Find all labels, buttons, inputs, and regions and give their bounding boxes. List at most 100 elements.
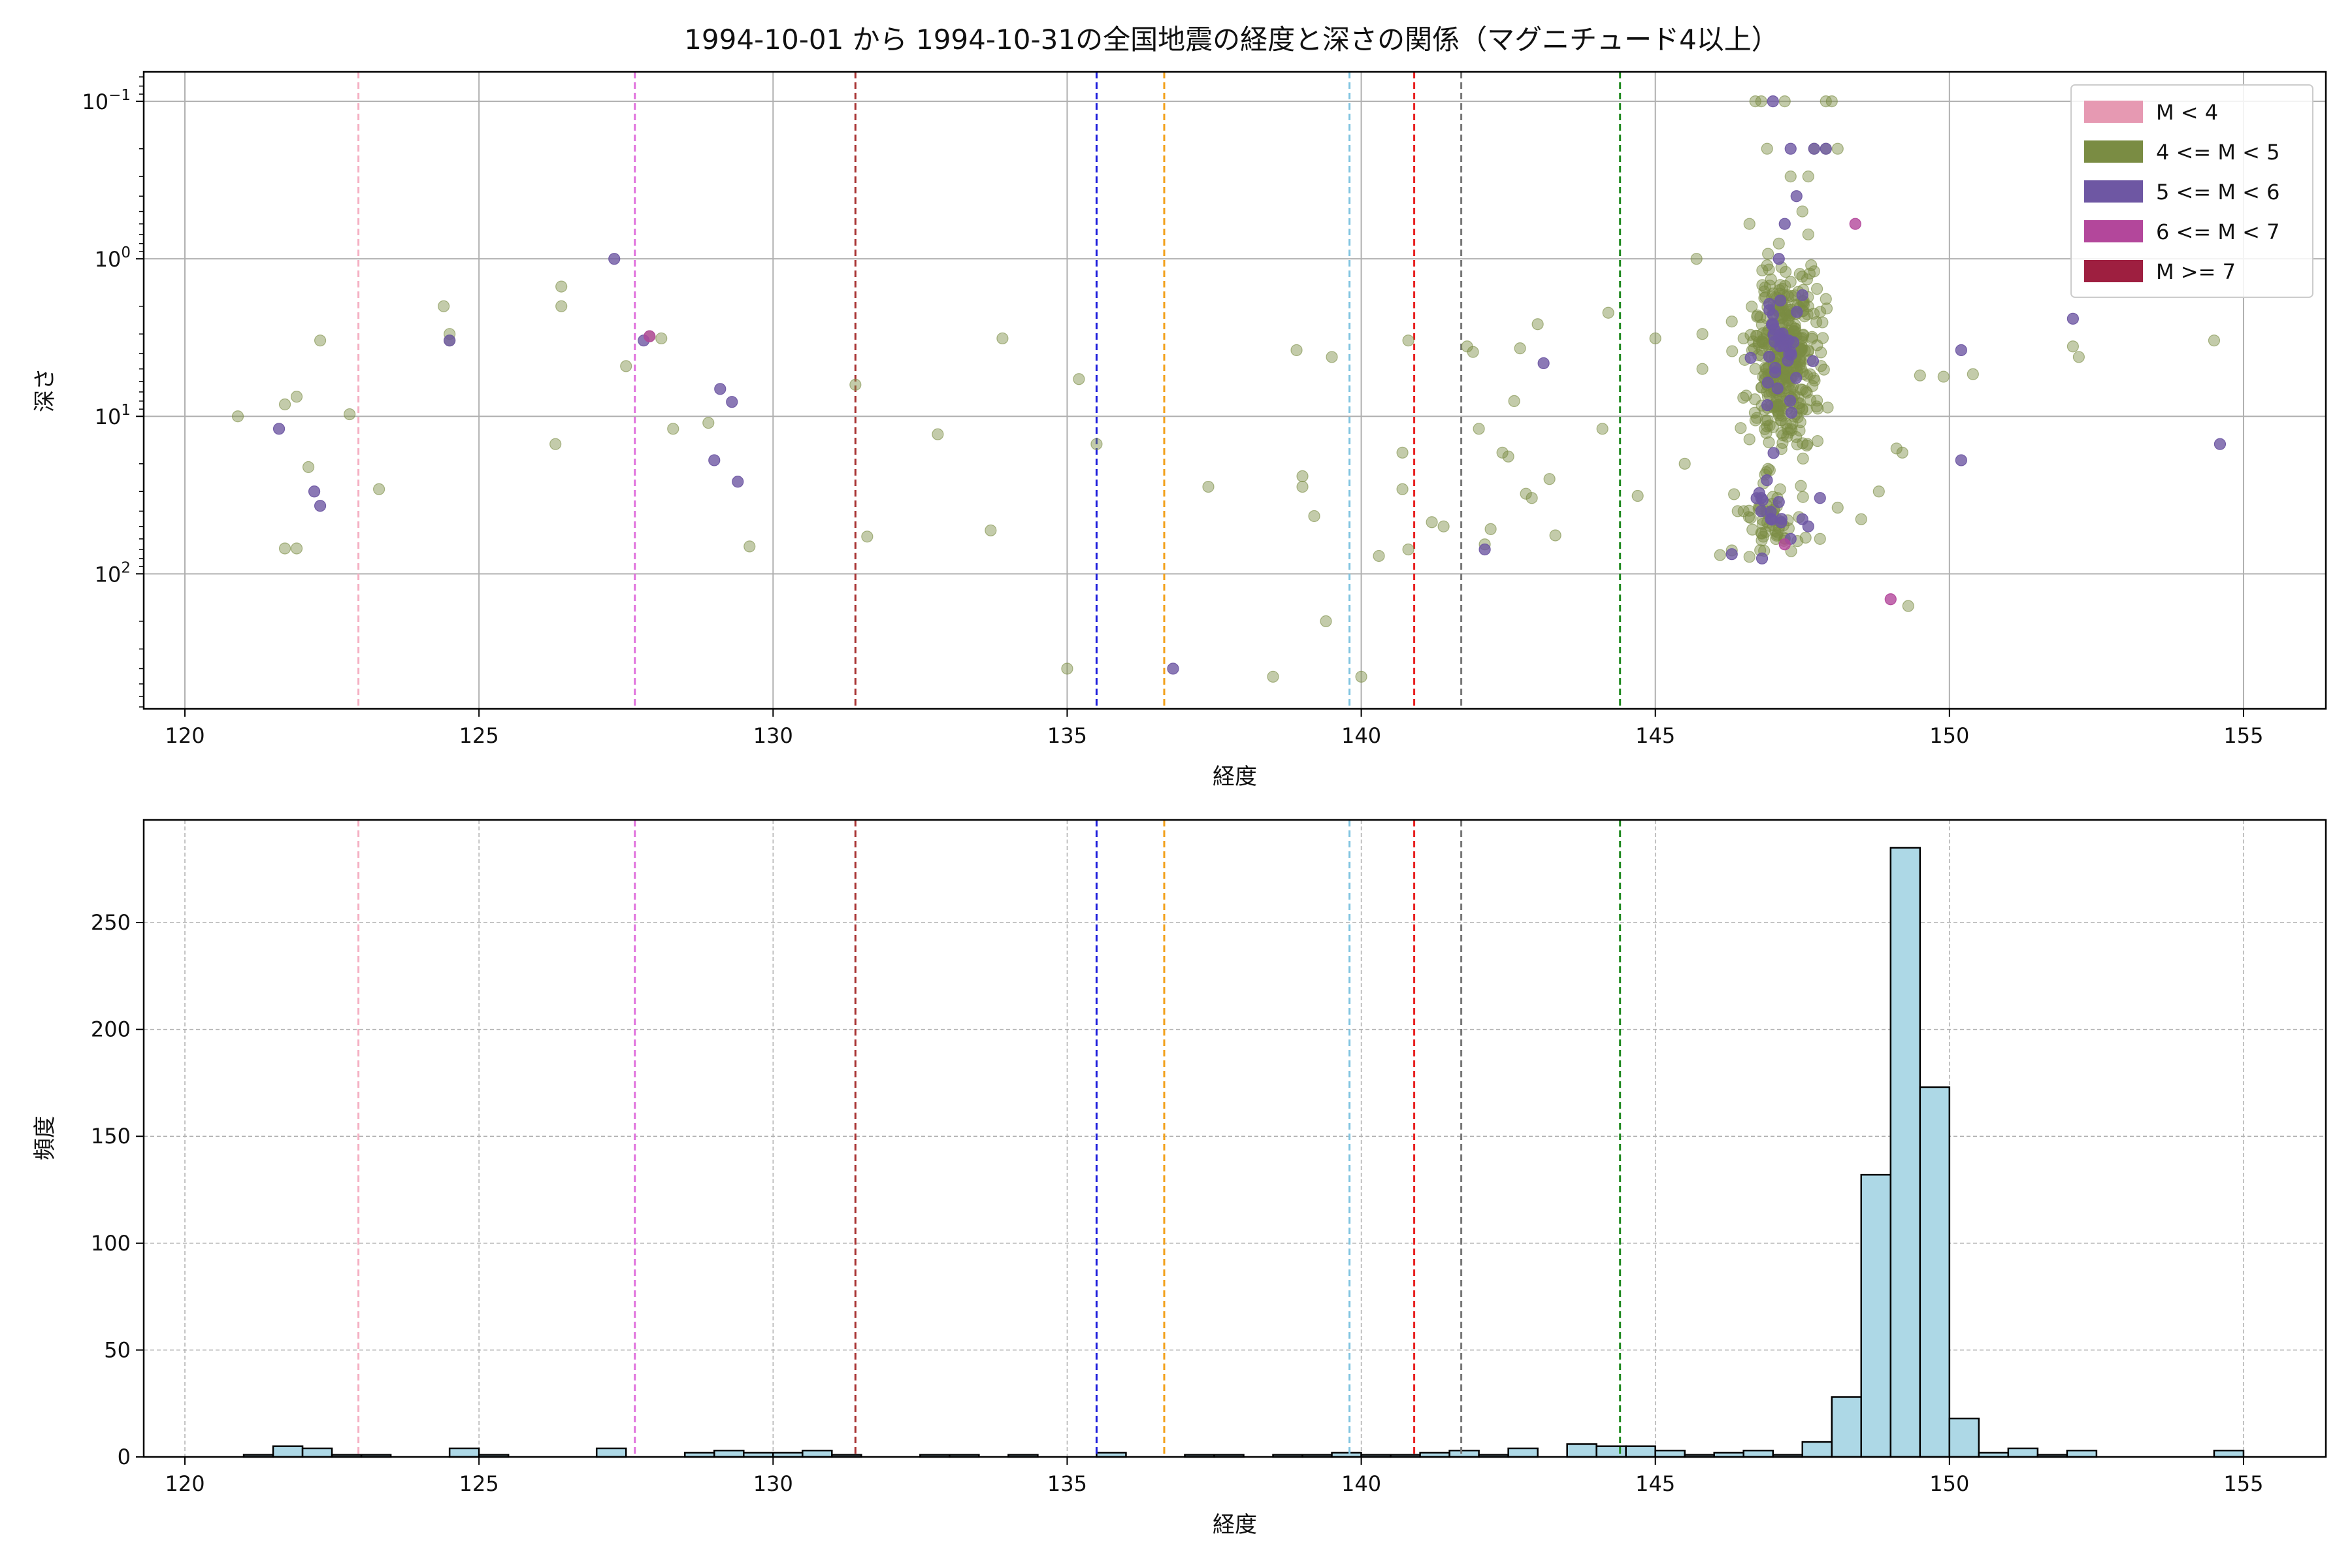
scatter-point	[743, 540, 756, 553]
scatter-point	[2208, 335, 2221, 347]
scatter-point	[1467, 346, 1479, 358]
histogram-x-tick-label: 155	[2223, 1471, 2263, 1496]
scatter-point	[1756, 264, 1769, 276]
scatter-point	[1797, 491, 1809, 503]
scatter-point	[1725, 548, 1738, 561]
histogram-bar	[2213, 1449, 2245, 1458]
histogram-bar	[2066, 1449, 2098, 1458]
scatter-point	[1508, 395, 1520, 407]
scatter-point	[1496, 446, 1509, 459]
histogram-y-axis-label: 頻度	[32, 1116, 58, 1160]
scatter-point	[1778, 95, 1791, 108]
scatter-point	[1872, 485, 1885, 498]
scatter-point	[1795, 361, 1807, 374]
scatter-point	[1167, 662, 1179, 675]
scatter-point	[1790, 431, 1803, 443]
scatter-point	[438, 300, 450, 312]
scatter-point	[1808, 265, 1820, 278]
scatter-point	[549, 438, 562, 450]
scatter-point	[1767, 95, 1779, 108]
histogram-plot-frame	[142, 819, 2327, 1458]
scatter-point	[1810, 400, 1823, 413]
scatter-point	[1526, 492, 1538, 504]
scatter-point	[1502, 450, 1514, 463]
histogram-bar	[802, 1449, 833, 1458]
scatter-point	[1755, 492, 1767, 504]
scatter-point	[1820, 142, 1832, 155]
scatter-point	[1772, 496, 1785, 508]
scatter-point	[314, 500, 327, 512]
scatter-point	[1795, 480, 1807, 492]
scatter-point	[1810, 283, 1823, 295]
scatter-point	[732, 476, 744, 488]
histogram-x-tick-label: 150	[1929, 1471, 1969, 1496]
scatter-point	[1090, 438, 1103, 450]
scatter-point	[1884, 593, 1897, 606]
legend-swatch	[2084, 220, 2143, 242]
scatter-point	[1786, 406, 1798, 419]
histogram-bar	[1948, 1417, 1980, 1458]
histogram-grid	[144, 820, 2326, 1458]
scatter-point	[1801, 273, 1814, 286]
scatter-point	[2066, 340, 2079, 353]
scatter-point	[1967, 368, 1979, 380]
scatter-point	[714, 383, 727, 395]
scatter-x-ticks: 120 125 130 135 140 145 150 155	[165, 709, 2264, 748]
scatter-point	[1543, 473, 1556, 485]
histogram-y-tick-label: 150	[91, 1124, 131, 1149]
scatter-point	[1696, 363, 1708, 375]
scatter-point	[1763, 350, 1776, 363]
scatter-point	[1761, 414, 1774, 427]
scatter-point	[1520, 487, 1532, 500]
scatter-point	[1767, 287, 1779, 300]
scatter-point	[1396, 483, 1409, 495]
scatter-y-ticks: 10−1 100 101 102	[82, 76, 144, 708]
scatter-point	[620, 360, 632, 372]
scatter-x-tick-label: 150	[1929, 723, 1969, 748]
scatter-point	[1771, 382, 1784, 395]
histogram-y-ticks: 0 50 100 150 200 250	[91, 910, 144, 1469]
scatter-point	[1855, 513, 1867, 525]
scatter-point	[1775, 516, 1788, 529]
scatter-point	[1781, 423, 1794, 436]
scatter-point	[555, 280, 568, 293]
scatter-point	[314, 335, 327, 347]
scatter-point	[1784, 384, 1797, 397]
scatter-point	[1775, 427, 1788, 439]
scatter-point	[1896, 446, 1908, 459]
scatter-point	[1801, 438, 1814, 450]
scatter-point	[1763, 464, 1776, 476]
scatter-point	[1831, 501, 1844, 514]
scatter-point	[1816, 316, 1829, 329]
scatter-point	[1775, 414, 1788, 427]
scatter-x-tick-label: 155	[2223, 723, 2263, 748]
scatter-point	[1791, 306, 1803, 318]
legend-swatch	[2084, 140, 2143, 163]
histogram-bar	[595, 1447, 627, 1458]
scatter-point	[1814, 532, 1826, 545]
scatter-point	[1725, 316, 1738, 328]
histogram-bar	[1889, 847, 1921, 1458]
scatter-point	[1631, 489, 1644, 502]
histogram-x-tick-label: 145	[1635, 1471, 1675, 1496]
scatter-point	[608, 253, 621, 265]
histogram-x-tick-label: 140	[1341, 1471, 1381, 1496]
legend-label: 6 <= M < 7	[2156, 220, 2279, 244]
legend-box	[2070, 84, 2313, 298]
scatter-point	[373, 483, 385, 495]
scatter-point	[985, 524, 997, 536]
scatter-point	[2072, 351, 2085, 363]
scatter-y-tick-label: 10−1	[82, 87, 131, 114]
scatter-y-tick-label: 100	[95, 244, 131, 272]
scatter-point	[1549, 529, 1561, 542]
scatter-point	[1514, 342, 1526, 355]
scatter-point	[1810, 316, 1823, 329]
scatter-point	[1649, 332, 1661, 345]
scatter-point	[1796, 205, 1808, 218]
scatter-point	[1796, 289, 1808, 301]
scatter-point	[1778, 538, 1791, 551]
histogram-x-tick-label: 130	[753, 1471, 793, 1496]
scatter-point	[1296, 470, 1309, 483]
histogram-bar	[1625, 1445, 1656, 1458]
scatter-point	[555, 300, 568, 312]
